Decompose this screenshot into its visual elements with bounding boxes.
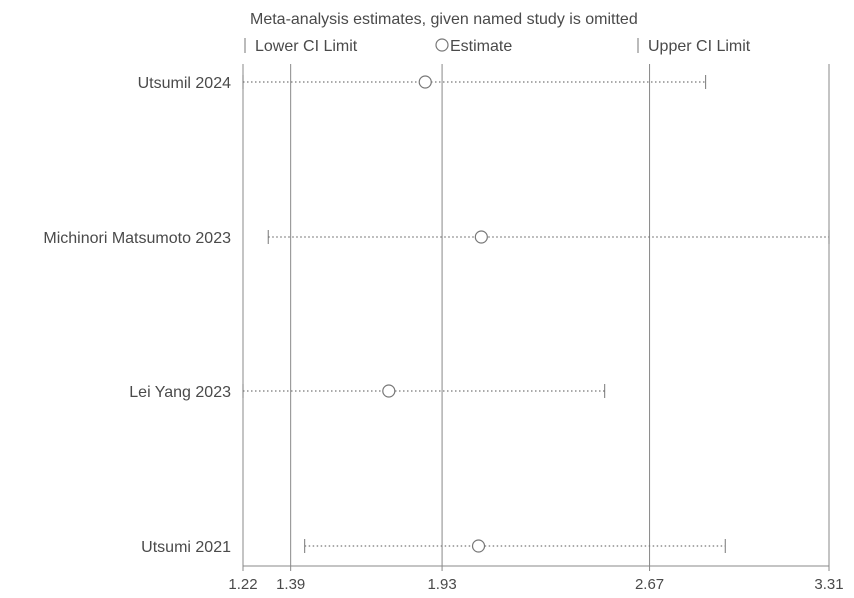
study-label: Michinori Matsumoto 2023 (43, 230, 231, 247)
legend-lower-label: Lower CI Limit (255, 38, 358, 55)
chart-title: Meta-analysis estimates, given named stu… (250, 11, 638, 28)
studies: Utsumil 2024 Michinori Matsumoto 2023 Lei … (43, 75, 830, 556)
study-label: Utsumi 2021 (141, 539, 231, 556)
x-axis: 1.22 1.39 1.93 2.67 3.31 (228, 565, 844, 593)
x-tick-label: 1.22 (228, 576, 257, 593)
x-tick-label: 3.31 (814, 576, 843, 593)
estimate-marker (382, 384, 396, 398)
x-tick-label: 2.67 (635, 576, 664, 593)
x-tick-label: 1.93 (427, 576, 456, 593)
estimate-marker (474, 230, 488, 244)
estimate-marker (418, 75, 432, 89)
estimate-marker (471, 539, 486, 553)
legend-estimate-marker (435, 38, 449, 52)
legend-upper-label: Upper CI Limit (648, 38, 751, 55)
gridlines (242, 64, 830, 566)
study-label: Lei Yang 2023 (129, 384, 231, 401)
legend-estimate-label: Estimate (450, 38, 512, 55)
legend: Lower CI Limit Estimate Upper CI Limit (244, 38, 751, 55)
study-label: Utsumil 2024 (138, 75, 231, 92)
x-tick-label: 1.39 (276, 576, 305, 593)
